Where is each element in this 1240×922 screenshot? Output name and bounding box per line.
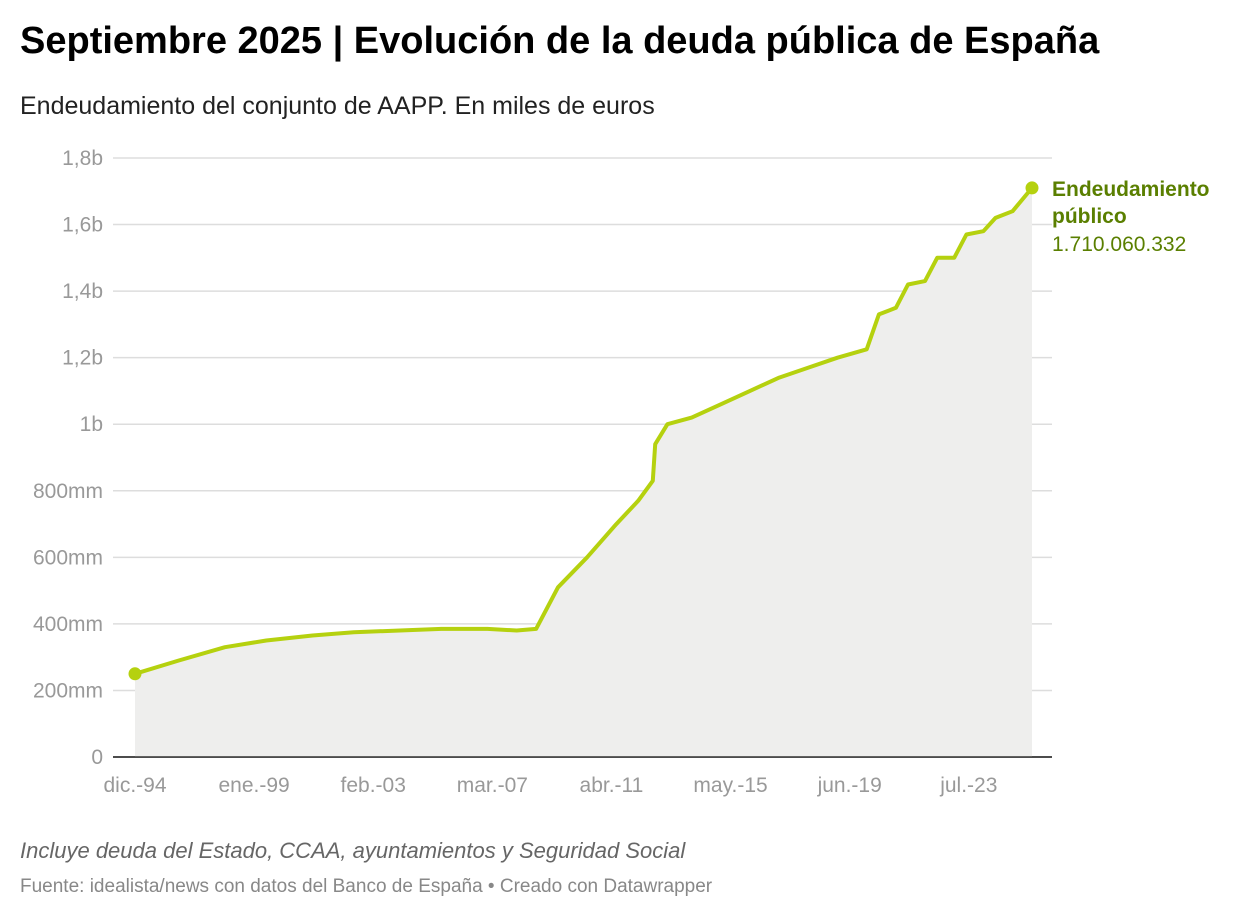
y-tick-label: 600mm	[33, 546, 103, 569]
chart-subtitle: Endeudamiento del conjunto de AAPP. En m…	[20, 92, 655, 120]
chart-source: Fuente: idealista/news con datos del Ban…	[20, 876, 713, 897]
chart-title: Septiembre 2025 | Evolución de la deuda …	[20, 20, 1100, 62]
y-tick-label: 1,6b	[62, 214, 103, 237]
y-tick-label: 800mm	[33, 480, 103, 503]
x-tick-label: abr.-11	[580, 774, 644, 797]
series-line	[134, 186, 1034, 676]
series-end-value: 1.710.060.332	[1052, 233, 1186, 256]
y-tick-label: 400mm	[33, 613, 103, 636]
end-point-marker	[1025, 181, 1039, 195]
series-name-label: Endeudamiento público	[1052, 178, 1210, 228]
x-tick-label: jun.-19	[817, 774, 882, 797]
x-tick-label: jul.-23	[939, 774, 997, 797]
x-tick-label: feb.-03	[341, 774, 406, 797]
start-point-marker	[128, 667, 142, 681]
y-tick-label: 1,4b	[62, 280, 103, 303]
chart-note: Incluye deuda del Estado, CCAA, ayuntami…	[20, 838, 686, 863]
y-tick-label: 1b	[80, 413, 103, 436]
y-tick-label: 0	[91, 746, 103, 769]
y-tick-label: 200mm	[33, 679, 103, 702]
y-tick-label: 1,2b	[62, 347, 103, 370]
x-tick-label: dic.-94	[103, 774, 166, 797]
x-tick-label: mar.-07	[457, 774, 528, 797]
y-tick-label: 1,8b	[62, 147, 103, 170]
series-area	[135, 187, 1032, 757]
x-tick-label: ene.-99	[218, 774, 289, 797]
x-tick-label: may.-15	[693, 774, 767, 797]
